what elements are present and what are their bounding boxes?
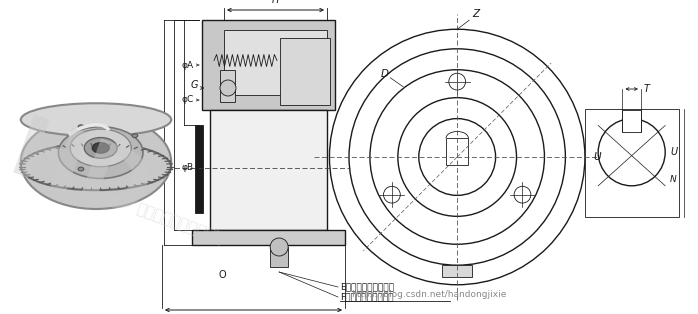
Circle shape bbox=[598, 119, 665, 186]
Bar bbox=[280, 38, 330, 105]
Ellipse shape bbox=[92, 143, 109, 153]
Ellipse shape bbox=[70, 129, 131, 167]
Text: 上海韩东机械有限公司: 上海韩东机械有限公司 bbox=[135, 201, 225, 247]
Bar bbox=[446, 138, 468, 165]
Text: φA: φA bbox=[182, 61, 194, 69]
Text: U: U bbox=[593, 152, 600, 162]
Ellipse shape bbox=[132, 134, 138, 138]
Bar bbox=[192, 230, 345, 245]
Text: F（制动器分离尺寸）: F（制动器分离尺寸） bbox=[340, 293, 394, 301]
Text: E（制动器结合尺寸）: E（制动器结合尺寸） bbox=[340, 283, 394, 291]
Text: φC: φC bbox=[181, 95, 194, 105]
Text: T: T bbox=[644, 84, 650, 94]
Circle shape bbox=[220, 80, 236, 96]
Bar bbox=[195, 125, 203, 213]
Text: U: U bbox=[670, 147, 677, 157]
Bar bbox=[585, 109, 678, 217]
Bar bbox=[224, 30, 327, 95]
Text: HD: HD bbox=[0, 111, 162, 237]
Text: H: H bbox=[272, 0, 279, 5]
Ellipse shape bbox=[78, 167, 84, 171]
Bar bbox=[270, 247, 288, 267]
Ellipse shape bbox=[21, 103, 171, 136]
Text: N: N bbox=[670, 175, 677, 184]
Circle shape bbox=[270, 238, 288, 256]
Text: https://blog.csdn.net/handongjixie: https://blog.csdn.net/handongjixie bbox=[351, 290, 507, 299]
Text: φB: φB bbox=[182, 164, 194, 172]
Bar bbox=[623, 111, 641, 132]
Ellipse shape bbox=[78, 125, 84, 129]
Ellipse shape bbox=[59, 127, 143, 178]
Ellipse shape bbox=[84, 138, 117, 158]
Text: G: G bbox=[191, 80, 198, 90]
Ellipse shape bbox=[21, 115, 171, 209]
Bar bbox=[443, 265, 472, 277]
Text: D: D bbox=[380, 69, 388, 79]
Bar bbox=[210, 110, 327, 230]
Text: O: O bbox=[218, 270, 226, 280]
Text: Z: Z bbox=[472, 9, 480, 19]
Bar bbox=[202, 20, 335, 110]
Bar bbox=[220, 70, 235, 102]
